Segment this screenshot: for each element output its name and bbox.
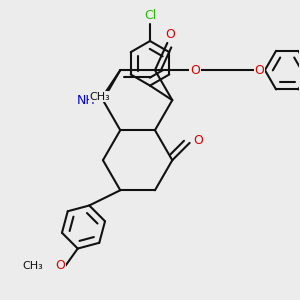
Text: O: O	[165, 28, 175, 41]
Text: Cl: Cl	[144, 8, 156, 22]
Text: CH₃: CH₃	[22, 261, 43, 271]
Text: CH₃: CH₃	[90, 92, 111, 101]
Text: O: O	[190, 64, 200, 76]
Text: NH: NH	[77, 94, 95, 107]
Text: O: O	[194, 134, 203, 147]
Text: O: O	[254, 64, 264, 76]
Text: O: O	[55, 260, 65, 272]
